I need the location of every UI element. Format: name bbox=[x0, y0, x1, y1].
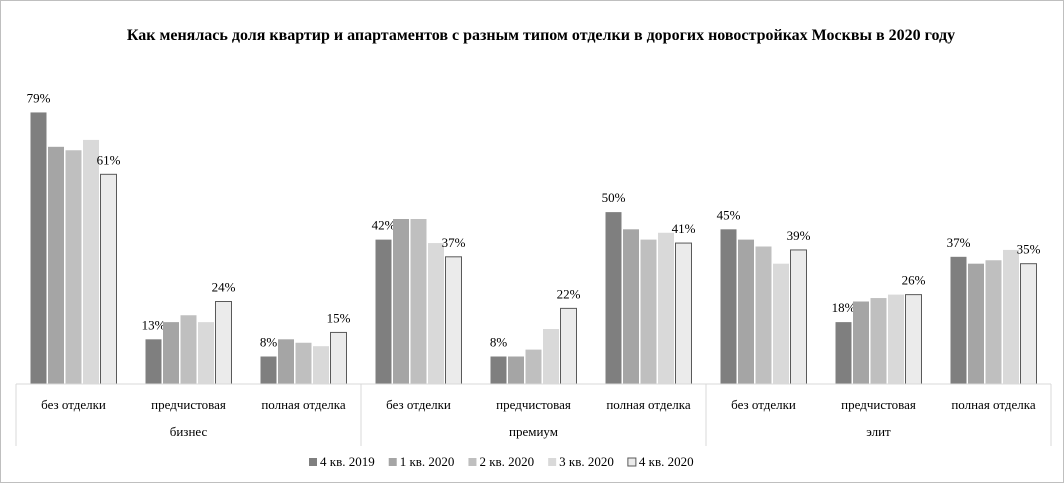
bar bbox=[145, 339, 162, 384]
legend-label: 4 кв. 2019 bbox=[320, 454, 375, 469]
data-label: 61% bbox=[97, 152, 121, 167]
bar bbox=[163, 322, 179, 384]
bar bbox=[198, 322, 214, 384]
bar bbox=[985, 260, 1002, 384]
bar bbox=[720, 229, 737, 384]
bar bbox=[30, 112, 47, 384]
legend-label: 3 кв. 2020 bbox=[559, 454, 614, 469]
bar bbox=[755, 246, 772, 384]
legend-swatch bbox=[388, 458, 397, 466]
bar bbox=[870, 298, 887, 384]
bar bbox=[738, 239, 754, 384]
data-label: 45% bbox=[717, 207, 741, 222]
bar bbox=[658, 232, 674, 384]
bar bbox=[525, 349, 542, 384]
data-label: 18% bbox=[832, 300, 856, 315]
data-label: 41% bbox=[672, 221, 696, 236]
data-label: 13% bbox=[142, 317, 166, 332]
bar bbox=[48, 146, 64, 384]
bar bbox=[428, 243, 444, 384]
data-label: 26% bbox=[902, 273, 926, 288]
bar bbox=[278, 339, 294, 384]
bar bbox=[950, 256, 967, 384]
data-label: 8% bbox=[490, 334, 508, 349]
bar bbox=[445, 256, 462, 385]
bar bbox=[410, 219, 427, 384]
data-label: 37% bbox=[947, 235, 971, 250]
group-label: премиум bbox=[509, 424, 558, 439]
bar bbox=[905, 294, 922, 385]
data-label: 24% bbox=[212, 279, 236, 294]
x-tick-label: без отделки bbox=[41, 397, 106, 412]
bar bbox=[835, 322, 852, 384]
data-label: 42% bbox=[372, 218, 396, 233]
bar bbox=[675, 242, 692, 385]
bar bbox=[640, 239, 657, 384]
x-tick-label: предчистовая bbox=[841, 397, 916, 412]
x-tick-label: без отделки bbox=[386, 397, 451, 412]
bar bbox=[260, 356, 277, 384]
x-tick-label: предчистовая bbox=[496, 397, 571, 412]
legend-swatch bbox=[627, 457, 637, 467]
group-label: элит bbox=[866, 424, 891, 439]
bar bbox=[375, 239, 392, 384]
bar bbox=[968, 263, 984, 384]
legend-swatch bbox=[548, 458, 557, 466]
legend-label: 4 кв. 2020 bbox=[639, 454, 694, 469]
bar bbox=[83, 139, 99, 384]
bar bbox=[508, 356, 524, 384]
data-label: 35% bbox=[1017, 242, 1041, 257]
bar bbox=[1003, 249, 1019, 384]
bar bbox=[888, 294, 904, 384]
bar bbox=[215, 301, 232, 385]
x-tick-label: полная отделка bbox=[606, 397, 691, 412]
bar bbox=[853, 301, 869, 384]
bar bbox=[605, 212, 622, 384]
bar bbox=[100, 173, 117, 385]
x-tick-label: без отделки bbox=[731, 397, 796, 412]
legend-label: 1 кв. 2020 bbox=[400, 454, 455, 469]
data-label: 37% bbox=[442, 235, 466, 250]
data-label: 8% bbox=[260, 334, 278, 349]
data-label: 50% bbox=[602, 190, 626, 205]
bar bbox=[330, 331, 347, 385]
bar bbox=[180, 315, 197, 384]
legend-label: 2 кв. 2020 bbox=[479, 454, 534, 469]
bar bbox=[543, 329, 559, 384]
data-label: 15% bbox=[327, 310, 351, 325]
bar bbox=[295, 342, 312, 384]
bar bbox=[623, 229, 639, 384]
bar bbox=[65, 150, 82, 384]
group-label: бизнес bbox=[170, 424, 208, 439]
bar bbox=[313, 346, 329, 384]
bar bbox=[490, 356, 507, 384]
bar bbox=[560, 307, 577, 385]
bar bbox=[773, 263, 789, 384]
legend-swatch bbox=[468, 458, 477, 466]
bar bbox=[393, 219, 409, 384]
legend-swatch bbox=[309, 458, 317, 466]
chart-title: Как менялась доля квартир и апартаментов… bbox=[126, 27, 956, 44]
bar bbox=[790, 249, 807, 385]
data-label: 39% bbox=[787, 228, 811, 243]
x-tick-label: предчистовая bbox=[151, 397, 226, 412]
bar bbox=[1020, 263, 1037, 385]
data-label: 22% bbox=[557, 286, 581, 301]
data-label: 79% bbox=[27, 90, 51, 105]
x-tick-label: полная отделка bbox=[951, 397, 1036, 412]
x-tick-label: полная отделка bbox=[261, 397, 346, 412]
